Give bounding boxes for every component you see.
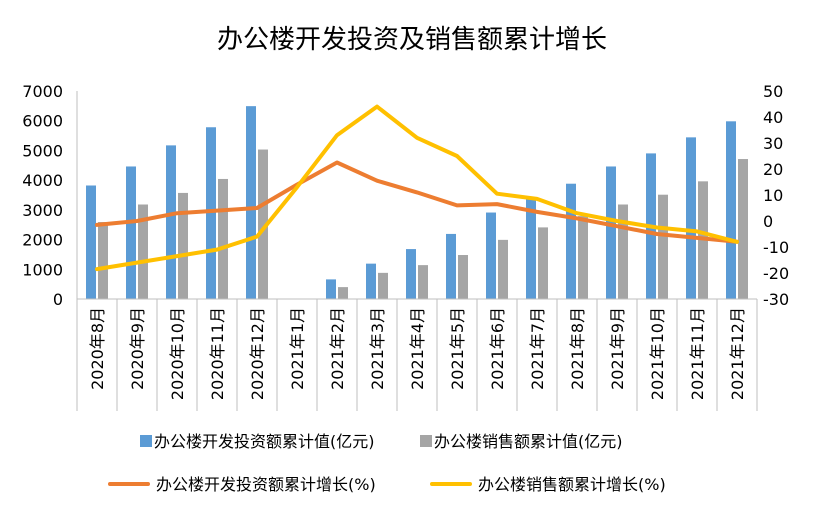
- bar-investment-6: [326, 279, 336, 299]
- bar-sales-13: [618, 204, 628, 299]
- x-tick-label-10: 2021年6月: [488, 307, 507, 390]
- legend-label-sales-growth: 办公楼销售额累计增长(%): [478, 475, 666, 494]
- legend-swatch-investment-value: [140, 435, 152, 447]
- bar-sales-3: [218, 178, 228, 299]
- bar-investment-3: [206, 127, 216, 299]
- right-tick-label-4: 10: [763, 186, 783, 205]
- right-tick-label-8: 50: [763, 82, 783, 101]
- bar-investment-7: [366, 263, 376, 299]
- left-tick-label-0: 0: [53, 290, 63, 309]
- bar-sales-11: [538, 227, 548, 299]
- x-tick-label-1: 2020年9月: [128, 307, 147, 390]
- left-tick-label-7: 7000: [22, 82, 63, 101]
- left-tick-label-1: 1000: [22, 260, 63, 279]
- x-tick-label-4: 2020年12月: [248, 307, 267, 400]
- left-tick-label-5: 5000: [22, 141, 63, 160]
- left-tick-label-6: 6000: [22, 112, 63, 131]
- legend-label-investment-growth: 办公楼开发投资额累计增长(%): [156, 475, 376, 494]
- x-tick-label-0: 2020年8月: [88, 307, 107, 390]
- legend-label-sales-value: 办公楼销售额累计值(亿元): [434, 432, 623, 451]
- right-tick-label-3: 0: [763, 212, 773, 231]
- bar-sales-2: [178, 192, 188, 299]
- x-tick-label-6: 2021年2月: [328, 307, 347, 390]
- bar-sales-8: [418, 265, 428, 299]
- bar-investment-10: [486, 212, 496, 299]
- bar-sales-4: [258, 149, 268, 299]
- bar-investment-16: [726, 121, 736, 300]
- bar-investment-11: [526, 198, 536, 299]
- x-tick-label-9: 2021年5月: [448, 307, 467, 390]
- x-tick-label-16: 2021年12月: [728, 307, 747, 400]
- right-tick-label-6: 30: [763, 134, 783, 153]
- x-tick-label-11: 2021年7月: [528, 307, 547, 390]
- bar-sales-7: [378, 272, 388, 299]
- bar-sales-1: [138, 204, 148, 299]
- left-tick-label-4: 4000: [22, 171, 63, 190]
- bar-sales-12: [578, 216, 588, 299]
- chart-title: 办公楼开发投资及销售额累计增长: [217, 25, 607, 55]
- x-tick-label-15: 2021年11月: [688, 307, 707, 400]
- bar-sales-6: [338, 287, 348, 299]
- bar-sales-16: [738, 159, 748, 299]
- bar-investment-15: [686, 137, 696, 299]
- bar-investment-0: [86, 185, 96, 299]
- legend: 办公楼开发投资额累计值(亿元) 办公楼销售额累计值(亿元) 办公楼开发投资额累计增长…: [108, 432, 666, 494]
- x-tick-label-13: 2021年9月: [608, 307, 627, 390]
- x-tick-label-8: 2021年4月: [408, 307, 427, 390]
- x-tick-label-14: 2021年10月: [648, 307, 667, 400]
- axes-layer: 2020年8月 2020年9月 2020年10月 2020年11月 2020年12月 20…: [22, 82, 789, 411]
- left-tick-label-2: 2000: [22, 231, 63, 250]
- line-investment-growth: [95, 160, 739, 244]
- right-tick-label-1: -20: [763, 264, 789, 283]
- right-tick-label-0: -30: [763, 290, 789, 309]
- x-tick-label-2: 2020年10月: [168, 307, 187, 400]
- legend-swatch-sales-value: [420, 435, 432, 447]
- x-tick-label-7: 2021年3月: [368, 307, 387, 390]
- left-tick-label-3: 3000: [22, 201, 63, 220]
- x-tick-label-5: 2021年1月: [288, 307, 307, 390]
- line-sales-growth: [95, 104, 739, 272]
- bar-investment-4: [246, 106, 256, 299]
- bar-investment-2: [166, 145, 176, 299]
- bar-investment-1: [126, 166, 136, 299]
- x-tick-label-12: 2021年8月: [568, 307, 587, 390]
- legend-label-investment-value: 办公楼开发投资额累计值(亿元): [154, 432, 375, 451]
- right-tick-label-2: -10: [763, 238, 789, 257]
- bar-investment-8: [406, 249, 416, 299]
- bar-sales-0: [98, 222, 108, 299]
- right-tick-label-7: 40: [763, 108, 783, 127]
- bar-investment-9: [446, 233, 456, 299]
- bar-investment-12: [566, 183, 576, 299]
- lines-layer: [95, 104, 739, 272]
- x-tick-label-3: 2020年11月: [208, 307, 227, 400]
- bar-sales-10: [498, 239, 508, 299]
- right-tick-label-5: 20: [763, 160, 783, 179]
- bars-layer: [86, 106, 748, 300]
- bar-sales-9: [458, 255, 468, 299]
- bar-investment-13: [606, 166, 616, 299]
- bar-sales-14: [658, 194, 668, 299]
